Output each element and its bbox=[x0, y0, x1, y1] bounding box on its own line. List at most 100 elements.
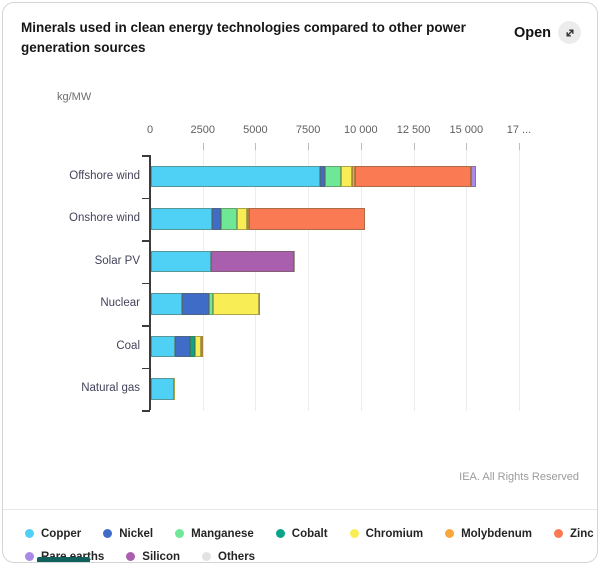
category-label: Offshore wind bbox=[69, 169, 140, 182]
y-axis-tick bbox=[142, 325, 150, 327]
open-button-label: Open bbox=[513, 24, 551, 41]
x-tick-label: 7500 bbox=[295, 124, 321, 136]
legend-item-silicon[interactable]: Silicon bbox=[126, 550, 180, 563]
bar-segment-chromium[interactable] bbox=[174, 378, 176, 400]
legend-dot bbox=[202, 552, 211, 561]
gridline bbox=[413, 143, 415, 411]
bar-segment-others[interactable] bbox=[202, 335, 204, 357]
legend-label: Cobalt bbox=[291, 527, 328, 540]
category-label: Natural gas bbox=[81, 382, 140, 394]
legend-dot bbox=[553, 529, 563, 538]
bar-segment-chromium[interactable] bbox=[212, 293, 259, 315]
cutoff-button-edge bbox=[37, 557, 90, 562]
category-label: Coal bbox=[116, 339, 140, 352]
bar-segment-copper[interactable] bbox=[151, 250, 211, 272]
bar-segment-zinc[interactable] bbox=[210, 250, 212, 272]
y-axis-tick bbox=[142, 282, 150, 284]
category-label: Nuclear bbox=[100, 297, 140, 309]
gridline bbox=[466, 143, 468, 411]
legend-item-zinc[interactable]: Zinc bbox=[553, 528, 594, 540]
legend-dot bbox=[126, 552, 136, 561]
bar-segment-nickel[interactable] bbox=[175, 335, 191, 357]
legend-dot bbox=[445, 529, 455, 538]
legend-dot bbox=[25, 552, 34, 561]
x-axis-tick bbox=[202, 143, 204, 150]
x-axis-tick bbox=[360, 143, 362, 150]
bar-row-natural-gas bbox=[151, 378, 176, 400]
bar-segment-copper[interactable] bbox=[151, 165, 320, 187]
x-tick-label: 0 bbox=[146, 124, 154, 136]
bar-segment-zinc[interactable] bbox=[249, 208, 366, 230]
bar-row-coal bbox=[151, 335, 204, 357]
legend-dot bbox=[275, 529, 285, 538]
bar-row-offshore-wind bbox=[151, 165, 476, 187]
bar-segment-manganese[interactable] bbox=[209, 293, 213, 315]
legend-label: Copper bbox=[41, 527, 82, 540]
open-button[interactable]: Open bbox=[514, 21, 581, 44]
gridline bbox=[202, 143, 204, 411]
y-axis-tick bbox=[142, 367, 150, 369]
bar-segment-copper[interactable] bbox=[151, 335, 176, 357]
bar-segment-chromium[interactable] bbox=[341, 165, 353, 187]
legend-dot bbox=[25, 529, 34, 538]
legend-divider bbox=[3, 509, 597, 510]
y-axis-tick bbox=[142, 240, 150, 242]
x-axis-tick bbox=[255, 143, 257, 150]
y-axis-unit-label: kg/MW bbox=[57, 91, 92, 103]
bar-segment-molybdenum[interactable] bbox=[352, 165, 355, 187]
legend-item-chromium[interactable]: Chromium bbox=[349, 528, 423, 540]
legend-dot bbox=[103, 529, 113, 538]
bar-segment-molybdenum[interactable] bbox=[258, 293, 261, 315]
x-axis-tick bbox=[466, 143, 468, 150]
x-axis-tick bbox=[308, 143, 310, 150]
bar-segment-chromium[interactable] bbox=[237, 208, 247, 230]
legend-label: Silicon bbox=[142, 550, 180, 563]
bar-segment-copper[interactable] bbox=[151, 208, 213, 230]
bar-row-solar-pv bbox=[151, 250, 296, 272]
bar-segment-copper[interactable] bbox=[151, 378, 175, 400]
bar-segment-others[interactable] bbox=[294, 250, 296, 272]
x-axis-labels: 0 2500 5000 7500 10 000 12 500 15 000 17 ... bbox=[146, 124, 531, 138]
legend-item-copper[interactable]: Copper bbox=[25, 528, 81, 540]
legend-item-cobalt[interactable]: Cobalt bbox=[275, 527, 328, 540]
bar-segment-chromium[interactable] bbox=[194, 335, 202, 357]
bar-row-onshore-wind bbox=[151, 208, 366, 230]
y-axis-tick bbox=[142, 410, 150, 412]
x-axis-tick bbox=[413, 143, 415, 150]
gridline bbox=[360, 143, 362, 411]
legend-label: Nickel bbox=[119, 527, 154, 540]
legend-label: Rare earths bbox=[41, 551, 104, 563]
legend: Copper Nickel Manganese Cobalt Chromium Molyb… bbox=[25, 522, 594, 563]
x-tick-label: 10 000 bbox=[344, 124, 378, 136]
legend-dot bbox=[349, 529, 359, 538]
bar-segment-nickel[interactable] bbox=[182, 293, 210, 315]
x-tick-label: 15 000 bbox=[449, 124, 484, 136]
bar-segment-molybdenum[interactable] bbox=[201, 335, 203, 357]
category-label: Onshore wind bbox=[69, 212, 140, 224]
legend-label: Manganese bbox=[191, 527, 254, 540]
gridline bbox=[255, 143, 257, 411]
bar-segment-nickel[interactable] bbox=[212, 208, 221, 230]
chart-title: Minerals used in clean energy technologi… bbox=[21, 20, 466, 55]
expand-icon[interactable] bbox=[558, 21, 581, 44]
bar-segment-cobalt[interactable] bbox=[190, 335, 195, 357]
legend-item-nickel[interactable]: Nickel bbox=[103, 528, 153, 540]
bar-row-nuclear bbox=[151, 293, 261, 315]
legend-item-manganese[interactable]: Manganese bbox=[175, 528, 254, 540]
legend-item-others[interactable]: Others bbox=[202, 551, 255, 562]
bar-segment-copper[interactable] bbox=[151, 293, 183, 315]
legend-item-molybdenum[interactable]: Molybdenum bbox=[445, 528, 532, 540]
bar-segment-zinc[interactable] bbox=[354, 165, 471, 187]
bar-segment-rare-earths[interactable] bbox=[470, 165, 476, 187]
bar-segment-molybdenum[interactable] bbox=[247, 208, 250, 230]
plot-area: Offshore wind Onshore wind Solar PV Nuclear… bbox=[69, 143, 520, 412]
y-axis-tick bbox=[142, 197, 150, 199]
x-tick-label: 5000 bbox=[243, 124, 268, 136]
bar-segment-silicon[interactable] bbox=[211, 250, 295, 272]
legend-item-rare-earths[interactable]: Rare earths bbox=[25, 551, 104, 563]
bar-segment-manganese[interactable] bbox=[220, 208, 238, 230]
bar-segment-manganese[interactable] bbox=[324, 165, 342, 187]
legend-row: Copper Nickel Manganese Cobalt Chromium Molyb… bbox=[25, 522, 594, 545]
bar-segment-nickel[interactable] bbox=[319, 165, 325, 187]
